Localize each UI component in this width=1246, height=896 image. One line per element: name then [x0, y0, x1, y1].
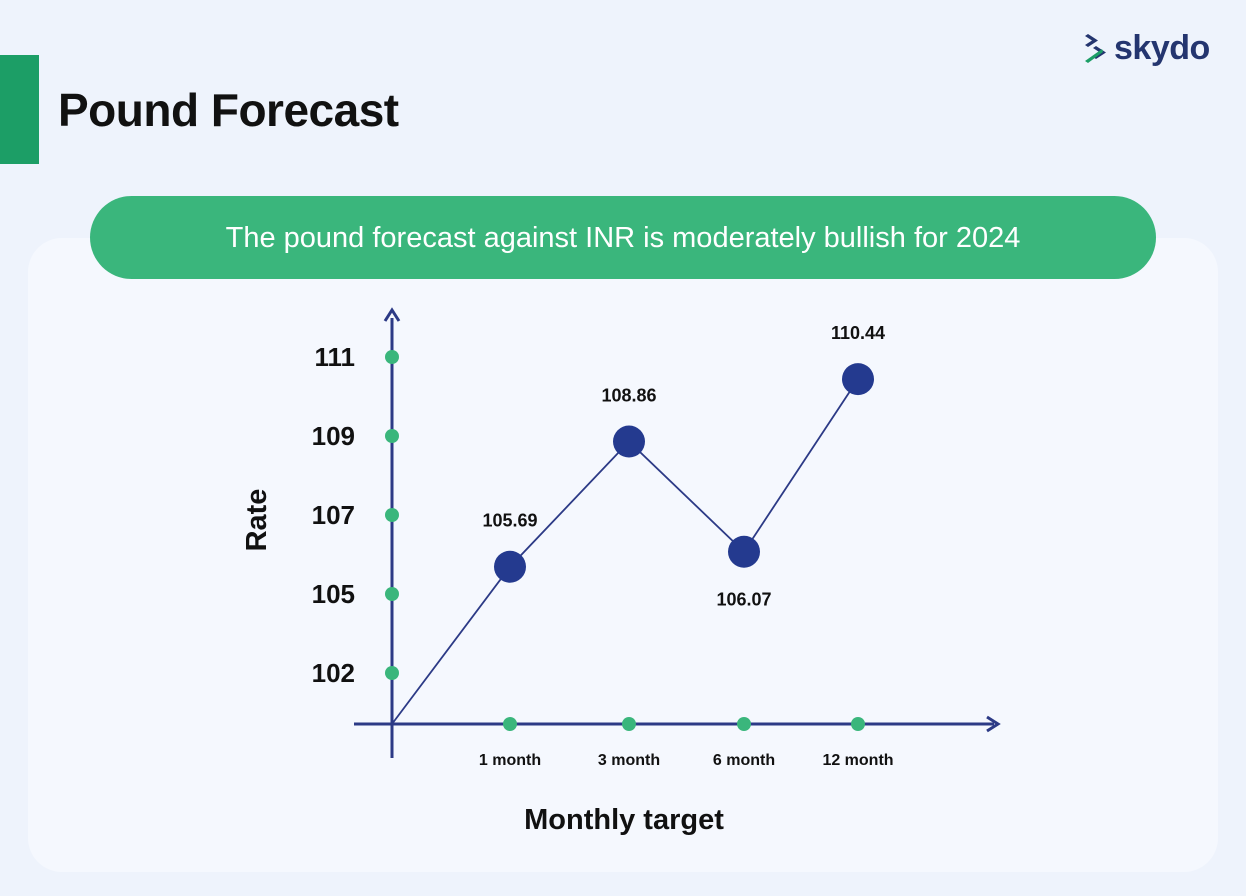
x-category-label: 12 month — [822, 752, 893, 769]
y-tick-label: 111 — [314, 342, 355, 372]
data-point — [613, 425, 645, 458]
y-tick-dot — [385, 429, 399, 443]
y-tick-label: 109 — [312, 421, 355, 451]
x-category-label: 1 month — [479, 752, 541, 769]
logo-text: skydo — [1114, 29, 1210, 67]
x-category-label: 6 month — [713, 752, 775, 769]
y-tick-dot — [385, 350, 399, 364]
page-title: Pound Forecast — [58, 84, 399, 136]
data-point — [842, 363, 874, 396]
headline-banner: The pound forecast against INR is modera… — [90, 196, 1156, 279]
x-axis-title: Monthly target — [524, 804, 724, 836]
y-axis-title: Rate — [241, 489, 273, 552]
data-label: 106.07 — [716, 590, 771, 610]
x-tick-dot — [737, 717, 751, 731]
y-tick-label: 102 — [312, 658, 355, 688]
data-label: 108.86 — [601, 386, 656, 406]
y-tick-dot — [385, 666, 399, 680]
y-axis-arrow — [383, 307, 401, 322]
x-tick-dot — [851, 717, 865, 731]
data-point — [728, 535, 760, 568]
data-point — [494, 550, 526, 583]
skydo-logo: skydo — [1082, 28, 1210, 68]
y-tick-dot — [385, 587, 399, 601]
x-tick-dot — [622, 717, 636, 731]
y-tick-label: 105 — [312, 579, 355, 609]
x-tick-dot — [503, 717, 517, 731]
title-accent-bar — [0, 55, 39, 164]
data-label: 110.44 — [831, 323, 885, 343]
y-tick-dot — [385, 508, 399, 522]
x-axis-arrow — [986, 715, 1001, 733]
skydo-chevrons-icon — [1085, 34, 1106, 63]
x-category-label: 3 month — [598, 752, 660, 769]
data-label: 105.69 — [482, 511, 537, 531]
y-tick-label: 107 — [312, 500, 355, 530]
chart-card — [28, 238, 1218, 872]
